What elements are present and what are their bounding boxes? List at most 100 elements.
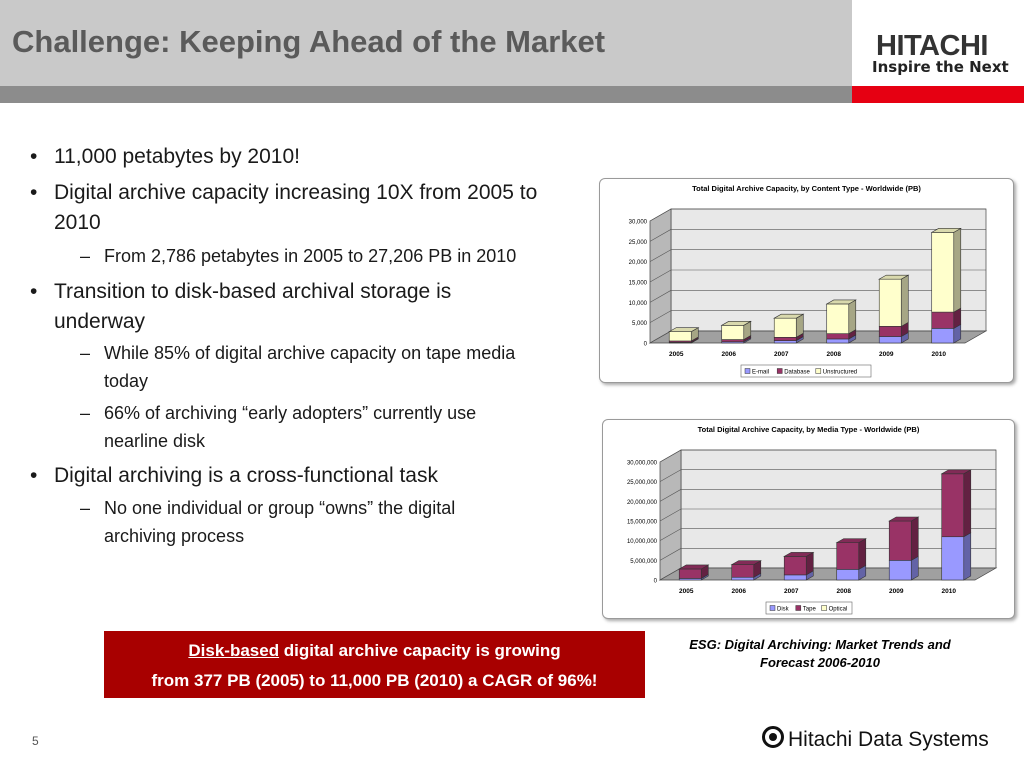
chart-title: Total Digital Archive Capacity, by Conte…: [692, 184, 921, 193]
legend-swatch: [769, 605, 776, 611]
y-tick-label: 30,000: [629, 220, 648, 226]
y-tick-label: 30,000,000: [627, 461, 658, 467]
sub-bullet-text: archiving process: [104, 526, 245, 546]
bar-segment-database: [721, 339, 745, 343]
bar-side-tape: [910, 516, 919, 561]
x-tick-label: 2006: [722, 351, 737, 358]
bar-top: [678, 564, 710, 570]
bar-segment-e-mail: [878, 336, 902, 344]
bar-segment-disk: [731, 576, 755, 581]
bar-segment-disk: [836, 569, 860, 581]
bar-top: [888, 516, 920, 522]
x-tick-label: 2006: [732, 588, 747, 595]
chart-content-type-svg: Total Digital Archive Capacity, by Conte…: [629, 184, 988, 378]
sub-bullet-text: No one individual or group “owns” the di…: [104, 498, 456, 518]
bar-segment-unstructured: [773, 317, 797, 338]
bar-segment-database: [931, 311, 955, 329]
x-tick-label: 2005: [679, 588, 694, 595]
legend-label: Database: [784, 370, 810, 376]
logo-tagline: Inspire the Next: [872, 58, 1009, 76]
bar-segment-tape: [941, 473, 965, 538]
y-tick-label: 0: [644, 342, 648, 348]
chart-legend: [740, 364, 872, 378]
chart-media-type-svg: Total Digital Archive Capacity, by Media…: [627, 425, 998, 615]
bar-segment-tape: [836, 542, 860, 570]
header-underbar: [0, 86, 852, 103]
footer-logo: Hitachi Data Systems: [762, 726, 989, 752]
bullet-text: Transition to disk-based archival storag…: [54, 280, 452, 303]
bullet-list: • 11,000 petabytes by 2010! • Digital archi…: [0, 140, 582, 570]
legend-label: Unstructured: [823, 370, 857, 376]
bar-segment-unstructured: [826, 303, 850, 334]
y-tick-label: 25,000,000: [627, 480, 658, 486]
source-line-2: Forecast 2006-2010: [760, 655, 880, 670]
bar-segment-database: [826, 333, 850, 340]
legend-label: E-mail: [752, 370, 769, 376]
bar-segment-tape: [731, 564, 755, 578]
y-tick-label: 25,000: [629, 240, 648, 246]
sub-bullet-text: nearline disk: [104, 431, 206, 451]
source-citation: ESG: Digital Archiving: Market Trends an…: [660, 636, 980, 672]
bullet-dash: –: [80, 403, 91, 423]
sub-bullet-text: 66% of archiving “early adopters” curren…: [104, 403, 477, 423]
bullet-text: Digital archiving is a cross-functional …: [54, 464, 438, 487]
bullet-text: 11,000 petabytes by 2010!: [54, 145, 300, 168]
bar-top: [783, 552, 815, 557]
chart-gridline: [649, 229, 986, 242]
hitachi-symbol-icon: [762, 726, 784, 748]
chart-gridline: [649, 208, 986, 222]
x-tick-label: 2008: [837, 588, 852, 595]
chart-content-type: Total Digital Archive Capacity, by Conte…: [599, 178, 1014, 383]
chart-title: Total Digital Archive Capacity, by Media…: [698, 425, 920, 434]
slide-title: Challenge: Keeping Ahead of the Market: [12, 24, 606, 59]
bar-segment-tape: [678, 568, 702, 579]
chart-legend: [765, 601, 853, 615]
hitachi-logo: HITACHI: [876, 30, 988, 62]
sub-bullet-text: today: [104, 371, 149, 391]
bar-top: [930, 228, 962, 233]
bullet-text: Digital archive capacity increasing 10X …: [54, 181, 538, 204]
x-tick-label: 2005: [669, 351, 684, 358]
sub-bullet-text: While 85% of digital archive capacity on…: [104, 343, 516, 363]
legend-swatch: [795, 605, 802, 611]
legend-label: Optical: [829, 607, 848, 613]
bar-side-unstructured: [953, 227, 962, 313]
bullet-text: underway: [54, 310, 146, 333]
callout-line-1-rest: digital archive capacity is growing: [279, 641, 561, 660]
bar-segment-unstructured: [931, 232, 955, 313]
callout-underlined: Disk-based: [188, 641, 280, 660]
sub-bullet-text: From 2,786 petabytes in 2005 to 27,206 P…: [104, 246, 517, 266]
bar-segment-e-mail: [826, 338, 850, 344]
x-tick-label: 2008: [827, 351, 842, 358]
callout-box: Disk-based digital archive capacity is g…: [104, 631, 645, 698]
logo-area: [852, 0, 1024, 86]
y-tick-label: 15,000: [629, 281, 648, 287]
bullet-text: 2010: [54, 211, 101, 234]
bar-segment-unstructured: [721, 325, 745, 340]
footer-company: Hitachi Data Systems: [788, 728, 989, 751]
y-tick-label: 5,000,000: [630, 559, 657, 565]
bar-top: [825, 299, 857, 305]
x-tick-label: 2009: [879, 351, 894, 358]
bar-side-tape: [858, 538, 867, 570]
bar-top: [878, 274, 910, 280]
chart-gridline: [659, 469, 996, 482]
bar-segment-disk: [783, 574, 807, 581]
y-tick-label: 10,000,000: [627, 539, 658, 545]
bullet-dash: –: [80, 343, 91, 363]
callout-line-2: from 377 PB (2005) to 11,000 PB (2010) a…: [151, 671, 598, 690]
chart-gridline: [649, 249, 986, 262]
legend-label: Disk: [777, 607, 790, 613]
bar-side-tape: [963, 469, 972, 538]
chart-gridline: [649, 269, 986, 283]
bullet-dash: –: [80, 498, 91, 518]
x-tick-label: 2010: [942, 588, 957, 595]
legend-swatch: [776, 368, 783, 374]
bar-segment-tape: [783, 556, 807, 576]
y-tick-label: 20,000,000: [627, 500, 658, 506]
bar-top: [835, 538, 867, 543]
bullet-dash: –: [80, 246, 91, 266]
chart-gridline: [659, 508, 996, 522]
x-tick-label: 2010: [932, 351, 947, 358]
bar-side-disk: [963, 532, 972, 581]
